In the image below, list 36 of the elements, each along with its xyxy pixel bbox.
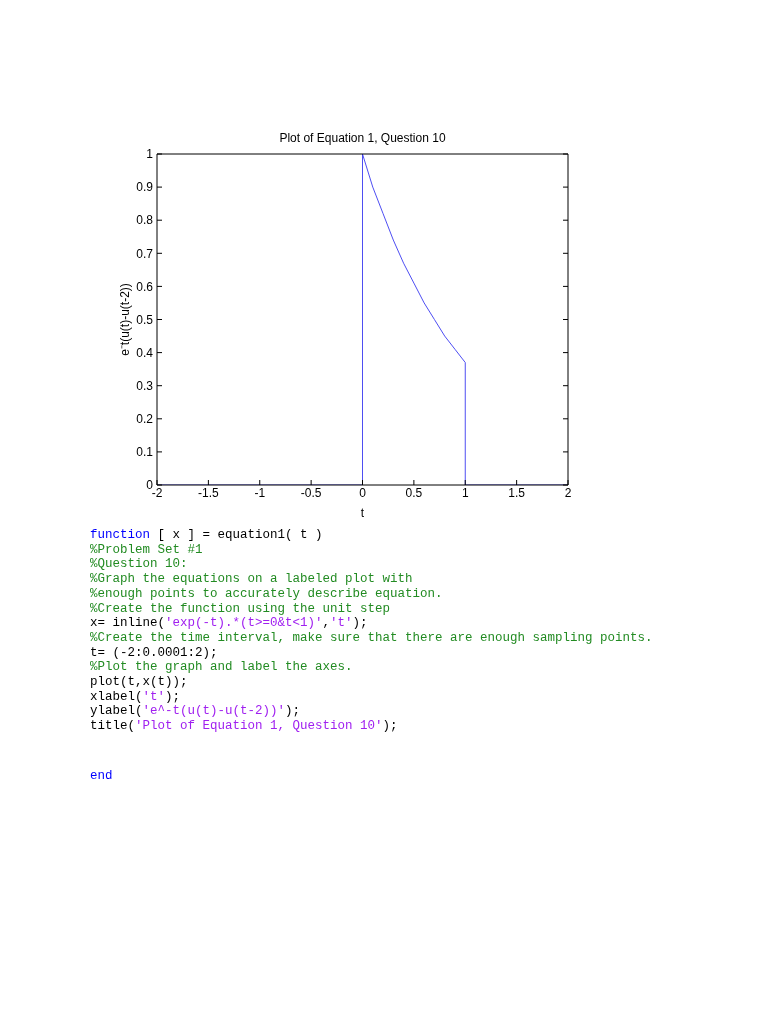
y-axis-title: e⁻t(u(t)-u(t-2))	[118, 283, 132, 356]
chart-title: Plot of Equation 1, Question 10	[278, 131, 447, 145]
y-tick-label: 0.4	[136, 345, 154, 360]
text: ylabel('e^-t(u(t)-u(t-2))');	[90, 704, 301, 719]
text: function [ x ] = equation1( t )	[90, 528, 323, 542]
text: plot(t,x(t));	[90, 675, 188, 690]
y-tick-label: 0.9	[136, 180, 154, 195]
x-tick-label: 0.5	[405, 485, 423, 500]
y-tick-label: 0.2	[136, 412, 154, 427]
text: %Create the time interval, make sure that there are enough sampling points.	[90, 630, 653, 645]
x-tick-label: -0.5	[300, 485, 322, 500]
y-tick-label: 0.7	[136, 246, 154, 261]
text: t= (-2:0.0001:2);	[90, 645, 218, 660]
text: xlabel('t');	[90, 689, 181, 704]
text: %Question 10:	[90, 557, 188, 572]
x-tick-label: -1.5	[198, 485, 220, 500]
x-axis-title: t	[360, 506, 365, 520]
y-tick-label: 1	[146, 147, 154, 162]
text: %Plot the graph and label the axes.	[90, 660, 353, 675]
y-tick-label: 0.3	[136, 378, 154, 393]
text: title('Plot of Equation 1, Question 10');	[90, 719, 398, 734]
text: end	[90, 768, 113, 783]
x-tick-label: 1	[461, 485, 469, 500]
text: %enough points to accurately describe equation.	[90, 586, 443, 601]
text: %Graph the equations on a labeled plot with	[90, 572, 413, 587]
text: x= inline('exp(-t).*(t>=0&t<1)','t');	[90, 616, 368, 631]
y-tick-label: 0.1	[136, 445, 154, 460]
y-tick-label: 0.8	[136, 213, 154, 228]
y-tick-label: 0.5	[136, 312, 154, 327]
text: %Problem Set #1	[90, 542, 203, 557]
text: %Create the function using the unit step	[90, 601, 391, 616]
x-tick-label: 1.5	[508, 485, 526, 500]
x-tick-label: 2	[564, 485, 572, 500]
x-tick-label: 0	[359, 485, 367, 500]
x-tick-label: -1	[254, 485, 266, 500]
y-tick-label: 0.6	[136, 279, 154, 294]
